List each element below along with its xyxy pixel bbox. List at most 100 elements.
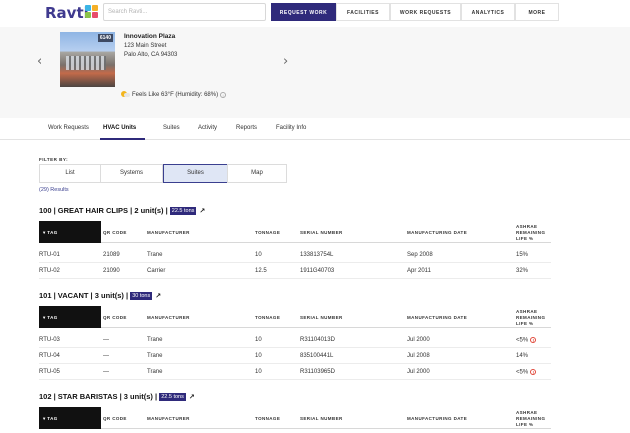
filter-systems[interactable]: Systems [100,164,163,183]
table-row[interactable]: RTU-04 — Trane 10 835100441L Jul 2008 14… [39,348,551,364]
table-header: ▾ TAG QR CODE MANUFACTURER TONNAGE SERIA… [39,221,551,243]
serial-column-header: SERIAL NUMBER [300,315,343,320]
tonnage-column-header: TONNAGE [255,230,281,235]
cell-life-value: <5% [516,337,529,344]
life-column-header-1: ASHRAE [516,410,538,415]
cell-serial: 1911G40703 [300,268,335,274]
building-panel: ‹ 6140 Innovation Plaza 123 Main Street … [0,27,630,118]
qr-column-header: QR CODE [103,315,127,320]
cell-manufacturer: Trane [147,252,163,258]
prev-building-arrow[interactable]: ‹ [37,54,43,69]
tab-work-requests[interactable]: Work Requests [48,125,89,131]
weather-readout: Feels Like 63°F (Humidity: 68%) i [121,91,227,99]
cell-date: Apr 2011 [407,268,431,274]
cell-life-value: <5% [516,369,529,376]
cell-life: 32% [516,268,529,274]
nav-facilities[interactable]: FACILITIES [336,3,390,21]
manufacturer-column-header: MANUFACTURER [147,315,190,320]
cell-qr: — [103,353,109,359]
cell-date: Jul 2008 [407,353,430,359]
manufacturer-column-header: MANUFACTURER [147,416,190,421]
filter-map[interactable]: Map [227,164,287,183]
life-column-header-3: LIFE % [516,321,534,326]
filter-list[interactable]: List [39,164,101,183]
qr-column-header: QR CODE [103,416,127,421]
cell-qr: — [103,337,109,343]
cell-date: Jul 2000 [407,369,430,375]
cell-serial: 835100441L [300,353,334,359]
building-street: 123 Main Street [124,43,167,49]
logo-mark-icon [85,5,99,19]
external-link-icon[interactable]: ↗ [199,207,206,215]
date-column-header: MANUFACTURING DATE [407,416,468,421]
weather-text: Feels Like 63°F (Humidity: 68%) [132,92,219,99]
sun-cloud-icon [121,91,130,98]
cell-tonnage: 10 [255,252,262,258]
serial-column-header: SERIAL NUMBER [300,416,343,421]
cell-tag: RTU-05 [39,369,60,375]
suite-heading: 102 | STAR BARISTAS | 3 unit(s) | 22.5 t… [39,392,195,402]
cell-serial: R31103965D [300,369,335,375]
date-column-header: MANUFACTURING DATE [407,230,468,235]
tons-badge: 30 tons [130,292,153,301]
table-row[interactable]: RTU-02 21090 Carrier 12.5 1911G40703 Apr… [39,263,551,279]
cell-life: 14% [516,353,529,359]
tab-suites[interactable]: Suites [163,125,180,131]
cell-serial: R31104013D [300,337,335,343]
table-row[interactable]: RTU-01 21089 Trane 10 133813754L Sep 200… [39,247,551,263]
active-tab-indicator [100,138,145,140]
info-icon[interactable]: i [220,91,227,98]
tab-bar: Work Requests HVAC Units Suites Activity… [0,118,630,140]
life-column-header-3: LIFE % [516,422,534,427]
table-row[interactable]: RTU-05 — Trane 10 R31103965D Jul 2000 <5… [39,364,551,380]
table-row[interactable]: RTU-03 — Trane 10 R31104013D Jul 2000 <5… [39,332,551,348]
tab-facility-info[interactable]: Facility Info [276,125,307,131]
tonnage-column-header: TONNAGE [255,416,281,421]
building-photo-tag: 6140 [97,34,113,42]
table-header: ▾ TAG QR CODE MANUFACTURER TONNAGE SERIA… [39,306,551,328]
life-column-header-2: REMAINING [516,230,546,235]
life-column-header-3: LIFE % [516,236,534,241]
cell-qr: 21089 [103,252,120,258]
cell-manufacturer: Trane [147,337,163,343]
suite-title: 100 | GREAT HAIR CLIPS | 2 unit(s) | [39,206,168,215]
cell-manufacturer: Trane [147,353,163,359]
nav-analytics[interactable]: ANALYTICS [461,3,515,21]
life-column-header-2: REMAINING [516,416,546,421]
tonnage-column-header: TONNAGE [255,315,281,320]
tag-column-header[interactable]: ▾ TAG [39,221,101,243]
logo[interactable]: Ravti [45,4,89,22]
tag-column-header[interactable]: ▾ TAG [39,407,101,429]
nav-work-requests[interactable]: WORK REQUESTS [390,3,461,21]
cell-tonnage: 10 [255,353,262,359]
tab-hvac-units[interactable]: HVAC Units [103,125,137,131]
date-column-header: MANUFACTURING DATE [407,315,468,320]
cell-manufacturer: Carrier [147,268,166,274]
search-input[interactable]: Search Ravti... [103,3,266,21]
cell-date: Jul 2000 [407,337,430,343]
warning-icon[interactable]: ! [530,337,537,343]
building-name: Innovation Plaza [124,33,176,40]
tag-column-header[interactable]: ▾ TAG [39,306,101,328]
cell-tag: RTU-01 [39,252,60,258]
cell-tonnage: 10 [255,369,262,375]
tab-activity[interactable]: Activity [198,125,218,131]
suite-title: 101 | VACANT | 3 unit(s) | [39,291,129,300]
table-header: ▾ TAG QR CODE MANUFACTURER TONNAGE SERIA… [39,407,551,429]
request-work-button[interactable]: REQUEST WORK [271,3,336,21]
life-column-header-2: REMAINING [516,315,546,320]
suite-heading: 101 | VACANT | 3 unit(s) | 30 tons ↗ [39,291,162,301]
warning-icon[interactable]: ! [530,369,537,375]
filter-suites[interactable]: Suites [163,164,228,183]
tab-reports[interactable]: Reports [236,125,258,131]
qr-column-header: QR CODE [103,230,127,235]
nav-more[interactable]: MORE [515,3,559,21]
cell-tag: RTU-04 [39,353,60,359]
tons-badge: 22.5 tons [159,393,186,402]
results-count: (29) Results [39,187,69,193]
cell-tonnage: 10 [255,337,262,343]
external-link-icon[interactable]: ↗ [188,393,195,401]
next-building-arrow[interactable]: › [283,54,289,69]
external-link-icon[interactable]: ↗ [155,292,162,300]
search-placeholder: Search Ravti... [108,9,148,15]
